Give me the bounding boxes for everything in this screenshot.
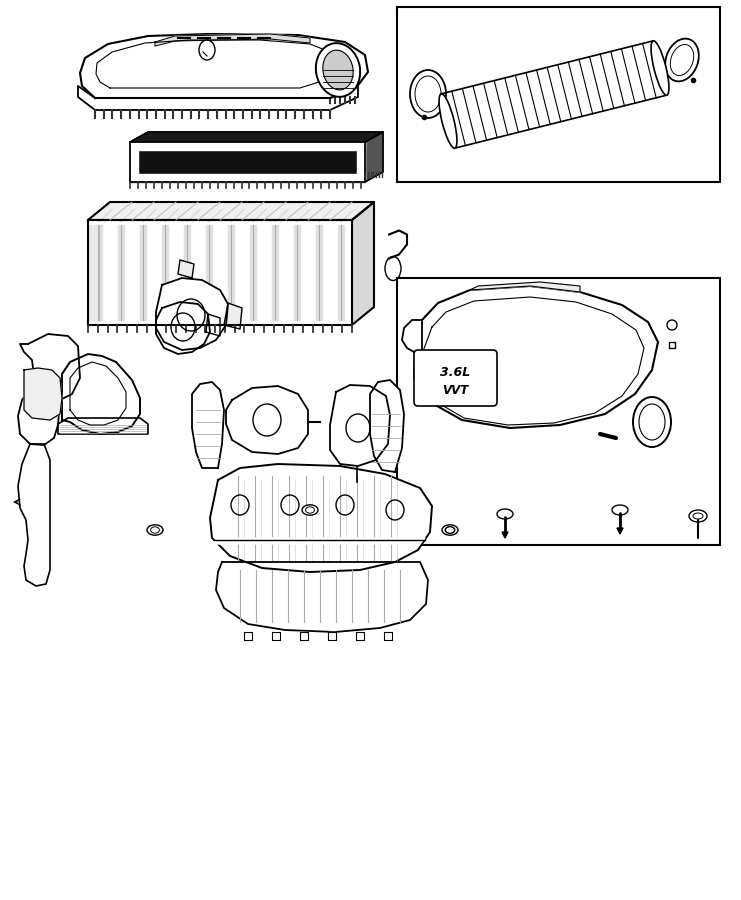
Ellipse shape — [612, 505, 628, 515]
Polygon shape — [62, 354, 140, 434]
Polygon shape — [118, 225, 124, 320]
Polygon shape — [365, 132, 383, 182]
Polygon shape — [330, 385, 390, 466]
Polygon shape — [18, 444, 50, 586]
Polygon shape — [130, 142, 365, 182]
Polygon shape — [140, 225, 146, 320]
Polygon shape — [356, 632, 364, 640]
Polygon shape — [617, 528, 623, 534]
Polygon shape — [250, 225, 256, 320]
Polygon shape — [502, 532, 508, 538]
Bar — [397, 278, 720, 545]
Polygon shape — [92, 204, 372, 218]
Ellipse shape — [651, 40, 669, 95]
Ellipse shape — [302, 505, 318, 515]
Polygon shape — [58, 418, 148, 434]
Polygon shape — [206, 314, 220, 336]
Polygon shape — [88, 202, 374, 220]
Polygon shape — [294, 225, 300, 320]
Polygon shape — [178, 260, 194, 278]
Polygon shape — [316, 225, 322, 320]
Ellipse shape — [147, 525, 163, 535]
Polygon shape — [130, 142, 138, 182]
Ellipse shape — [689, 510, 707, 522]
Polygon shape — [24, 368, 62, 420]
Polygon shape — [224, 303, 242, 329]
Polygon shape — [130, 132, 383, 142]
Polygon shape — [272, 225, 278, 320]
Polygon shape — [352, 202, 374, 325]
Polygon shape — [18, 334, 80, 445]
FancyBboxPatch shape — [414, 350, 497, 406]
Polygon shape — [402, 320, 422, 352]
Polygon shape — [156, 278, 228, 350]
Polygon shape — [300, 632, 308, 640]
Ellipse shape — [497, 509, 513, 519]
Text: 3.6L: 3.6L — [440, 366, 470, 380]
Polygon shape — [213, 538, 425, 544]
Polygon shape — [338, 225, 344, 320]
Polygon shape — [414, 286, 658, 428]
Polygon shape — [156, 302, 210, 354]
Text: VVT: VVT — [442, 383, 468, 397]
Polygon shape — [184, 225, 190, 320]
Polygon shape — [370, 380, 404, 472]
Polygon shape — [78, 86, 358, 110]
Polygon shape — [328, 632, 336, 640]
Polygon shape — [272, 632, 280, 640]
Polygon shape — [130, 142, 365, 150]
Polygon shape — [162, 225, 168, 320]
Polygon shape — [155, 34, 310, 46]
Polygon shape — [244, 632, 252, 640]
Polygon shape — [228, 225, 234, 320]
Polygon shape — [192, 382, 224, 468]
Polygon shape — [96, 225, 102, 320]
Bar — [397, 7, 720, 182]
Ellipse shape — [633, 397, 671, 447]
Ellipse shape — [439, 94, 457, 148]
Polygon shape — [357, 142, 365, 182]
Ellipse shape — [316, 43, 360, 97]
Polygon shape — [216, 562, 428, 632]
Polygon shape — [130, 174, 365, 182]
Polygon shape — [80, 34, 368, 98]
Polygon shape — [210, 464, 432, 572]
Polygon shape — [384, 632, 392, 640]
Polygon shape — [88, 220, 352, 325]
Polygon shape — [88, 225, 98, 320]
Ellipse shape — [442, 525, 458, 535]
Polygon shape — [206, 225, 212, 320]
Polygon shape — [226, 386, 308, 454]
Ellipse shape — [323, 50, 353, 90]
Polygon shape — [470, 282, 580, 292]
